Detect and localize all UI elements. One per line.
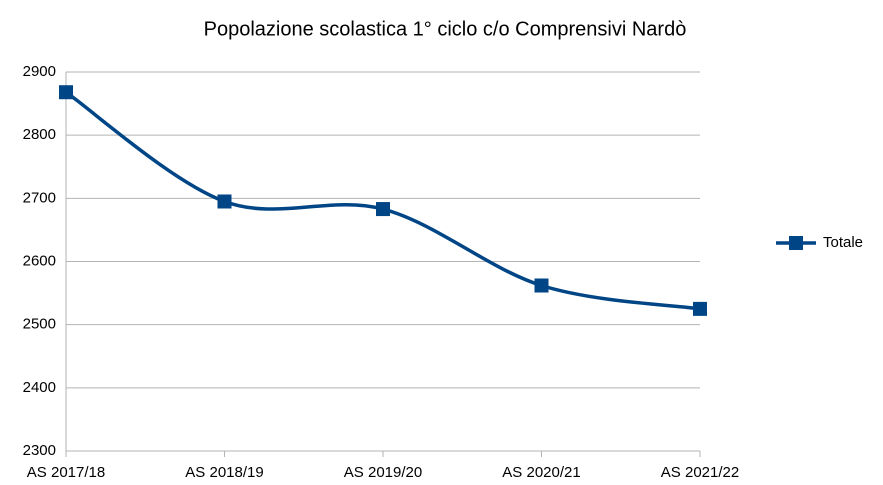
y-tick-label: 2800 (23, 126, 56, 143)
legend-marker (789, 236, 803, 250)
legend-label: Totale (823, 234, 863, 251)
marker (534, 278, 549, 293)
y-tick-label: 2500 (23, 316, 56, 333)
x-tick-label: AS 2021/22 (661, 464, 739, 481)
marker (376, 202, 390, 217)
y-tick-label: 2900 (23, 63, 56, 80)
x-tick-label: AS 2018/19 (185, 464, 263, 481)
marker (217, 194, 232, 209)
chart-title: Popolazione scolastica 1° ciclo c/o Comp… (204, 18, 687, 40)
x-tick-label: AS 2020/21 (502, 464, 580, 481)
y-tick-label: 2300 (23, 442, 56, 459)
line (65, 90, 701, 311)
x-tick-label: AS 2019/20 (344, 464, 422, 481)
y-tick-label: 2400 (23, 379, 56, 396)
x-tick-label: AS 2017/18 (27, 464, 105, 481)
marker (59, 85, 73, 100)
y-tick-label: 2600 (23, 252, 56, 269)
y-tick-label: 2700 (23, 189, 56, 206)
marker (693, 301, 707, 316)
